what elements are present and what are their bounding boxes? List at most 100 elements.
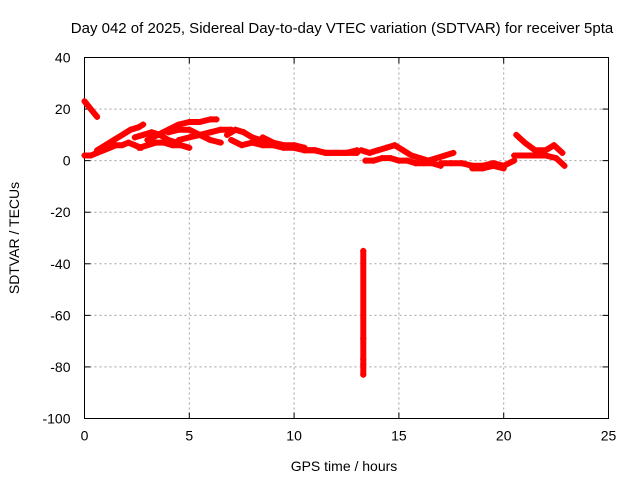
series-trace-5	[135, 139, 193, 151]
data-point	[81, 152, 88, 159]
data-point	[442, 152, 449, 159]
data-point	[404, 157, 411, 164]
y-tick-label: -40	[50, 256, 70, 272]
data-point	[542, 152, 549, 159]
data-point	[521, 152, 528, 159]
data-point	[437, 160, 444, 167]
data-point	[217, 139, 224, 146]
data-point	[89, 108, 96, 115]
y-tick-label: -20	[50, 204, 70, 220]
data-point	[125, 139, 132, 146]
data-point	[532, 152, 539, 159]
data-point	[213, 116, 220, 123]
x-tick-label: 25	[601, 428, 617, 444]
data-point	[81, 98, 88, 105]
data-point	[391, 142, 398, 149]
data-point	[280, 142, 287, 149]
series-trace-1	[81, 98, 101, 120]
axis-ticks: 0 5 10 15 20 25 -100 -80 -60 -40 -20 0 20 40	[42, 50, 616, 444]
data-point	[469, 165, 476, 172]
x-tick-label: 5	[185, 428, 193, 444]
x-axis-label: GPS time / hours	[291, 458, 398, 474]
data-point	[112, 142, 119, 149]
data-point	[152, 139, 159, 146]
data-point	[360, 335, 367, 342]
data-point	[362, 157, 369, 164]
data-point	[119, 142, 126, 149]
data-point	[395, 157, 402, 164]
data-point	[559, 149, 566, 156]
data-point	[500, 165, 507, 172]
data-point	[561, 162, 568, 169]
data-point	[131, 134, 138, 141]
series-trace	[81, 139, 145, 159]
data-point	[360, 247, 367, 254]
data-point	[301, 147, 308, 154]
series-trace-16	[469, 162, 507, 172]
data-point	[343, 149, 350, 156]
data-point	[479, 165, 486, 172]
data-point	[379, 155, 386, 162]
data-point	[553, 155, 560, 162]
data-point	[94, 113, 101, 120]
data-point	[360, 356, 367, 363]
chart-title: Day 042 of 2025, Sidereal Day-to-day VTE…	[71, 20, 614, 37]
y-tick-label: -60	[50, 307, 70, 323]
data-point	[511, 157, 518, 164]
y-tick-label: 0	[63, 153, 71, 169]
data-point	[217, 126, 224, 133]
data-point	[186, 144, 193, 151]
series-trace	[469, 162, 507, 172]
data-point	[131, 142, 138, 149]
x-tick-label: 0	[81, 428, 89, 444]
data-point	[400, 147, 407, 154]
series-trace-18	[511, 152, 568, 169]
data-point	[207, 116, 214, 123]
data-point	[140, 131, 147, 138]
data-point	[148, 129, 155, 136]
data-point	[542, 147, 549, 154]
data-point	[186, 118, 193, 125]
data-point	[416, 155, 423, 162]
data-point	[144, 137, 151, 144]
x-tick-label: 20	[496, 428, 512, 444]
series-trace-17	[513, 131, 566, 156]
data-point	[421, 160, 428, 167]
data-point	[238, 142, 245, 149]
series-trace-12	[301, 147, 360, 156]
data-point	[196, 131, 203, 138]
data-point	[169, 142, 176, 149]
series-trace	[81, 98, 101, 120]
series-outliers	[360, 247, 367, 378]
data-point	[87, 152, 94, 159]
series-trace	[362, 155, 444, 169]
data-point	[135, 124, 142, 131]
data-point	[232, 126, 239, 133]
data-point	[228, 137, 235, 144]
data-point	[127, 126, 134, 133]
data-point	[551, 142, 558, 149]
data-point	[383, 144, 390, 151]
data-point	[207, 137, 214, 144]
data-point	[450, 149, 457, 156]
data-point	[224, 131, 231, 138]
data-point	[433, 155, 440, 162]
series-trace-11	[259, 134, 308, 151]
series-trace-6	[144, 116, 220, 144]
y-tick-label: -80	[50, 359, 70, 375]
data-point	[154, 131, 161, 138]
data-point	[322, 149, 329, 156]
data-point	[102, 142, 109, 149]
data-point	[448, 160, 455, 167]
data-point	[165, 129, 172, 136]
data-point	[532, 147, 539, 154]
data-point	[249, 134, 256, 141]
y-axis-label: SDTVAR / TECUs	[6, 182, 22, 294]
data-point	[412, 160, 419, 167]
data-point	[360, 361, 367, 368]
data-point	[360, 371, 367, 378]
data-point	[312, 147, 319, 154]
data-point	[177, 142, 184, 149]
data-point	[119, 131, 126, 138]
